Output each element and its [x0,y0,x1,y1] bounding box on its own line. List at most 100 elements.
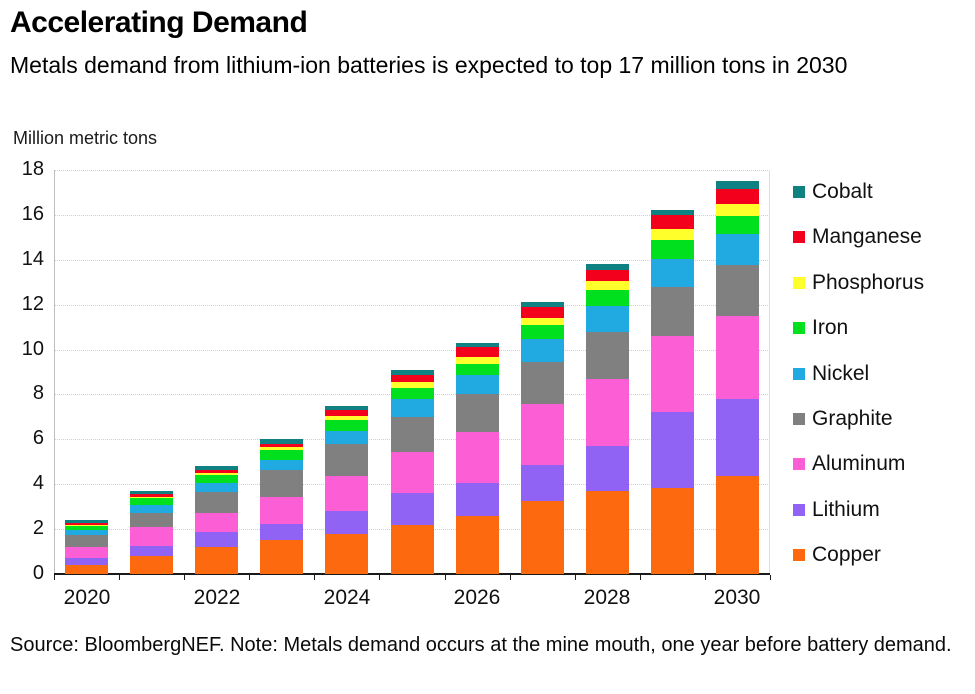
bar-segment-graphite-2027 [521,362,564,404]
bar-segment-copper-2021 [130,556,173,574]
bar-segment-graphite-2028 [586,332,629,379]
bar-segment-aluminum-2028 [586,379,629,446]
legend-swatch-graphite [793,413,805,425]
bar-segment-nickel-2024 [325,431,368,444]
x-tick-label-2030: 2030 [713,586,761,609]
bar-segment-phosphorus-2027 [521,318,564,325]
bar-segment-nickel-2030 [716,234,759,265]
bar-segment-manganese-2020 [65,523,108,525]
legend-label: Manganese [812,225,922,248]
gridline-12 [54,305,770,306]
x-axis-line [54,573,770,575]
bar-segment-lithium-2021 [130,546,173,556]
bar-segment-cobalt-2029 [651,210,694,215]
bar-segment-graphite-2021 [130,513,173,527]
bar-segment-nickel-2021 [130,505,173,513]
bar-segment-lithium-2025 [391,493,434,525]
bar-segment-cobalt-2025 [391,370,434,375]
y-tick-label: 2 [32,517,44,539]
bar-segment-aluminum-2029 [651,336,694,412]
bar-segment-cobalt-2020 [65,520,108,523]
x-axis-tick [249,575,250,580]
bar-segment-cobalt-2022 [195,466,238,470]
x-tick-label-2024: 2024 [323,586,371,609]
bar-segment-copper-2028 [586,491,629,574]
bar-segment-iron-2030 [716,216,759,234]
bar-segment-copper-2029 [651,488,694,574]
legend-item-manganese: Manganese [793,225,922,248]
legend-swatch-manganese [793,231,805,243]
legend-item-cobalt: Cobalt [793,180,873,203]
bar-segment-graphite-2029 [651,287,694,336]
bar-segment-manganese-2030 [716,189,759,204]
x-axis-tick [770,575,771,580]
bar-segment-phosphorus-2022 [195,473,238,475]
legend-label: Lithium [812,498,880,521]
bar-segment-phosphorus-2030 [716,204,759,216]
x-axis-tick [510,575,511,580]
bar-segment-graphite-2024 [325,444,368,476]
bar-segment-phosphorus-2021 [130,497,173,498]
legend-item-copper: Copper [793,543,881,566]
bar-segment-manganese-2029 [651,215,694,229]
bar-segment-iron-2020 [65,526,108,530]
bar-segment-nickel-2027 [521,339,564,362]
bar-segment-aluminum-2025 [391,452,434,493]
bar-segment-lithium-2022 [195,532,238,547]
bar-segment-phosphorus-2020 [65,525,108,526]
bar-segment-phosphorus-2026 [456,357,499,364]
bar-segment-aluminum-2030 [716,316,759,399]
bar-segment-aluminum-2023 [260,497,303,524]
legend-swatch-aluminum [793,458,805,470]
bar-segment-phosphorus-2024 [325,416,368,420]
bar-segment-manganese-2022 [195,470,238,473]
legend-label: Copper [812,543,881,566]
x-axis-tick [184,575,185,580]
legend-item-lithium: Lithium [793,498,880,521]
x-axis-tick [705,575,706,580]
bar-segment-cobalt-2026 [456,343,499,347]
y-tick-label: 6 [32,427,44,449]
legend-swatch-nickel [793,368,805,380]
bar-segment-lithium-2027 [521,465,564,501]
legend-label: Graphite [812,407,893,430]
bar-segment-lithium-2020 [65,558,108,565]
legend-item-graphite: Graphite [793,407,893,430]
legend-label: Cobalt [812,180,873,203]
y-axis-unit-label: Million metric tons [13,128,158,148]
bar-segment-aluminum-2027 [521,404,564,465]
bar-segment-graphite-2023 [260,470,303,497]
bar-segment-copper-2020 [65,565,108,574]
legend-label: Phosphorus [812,271,925,294]
bar-segment-iron-2027 [521,325,564,339]
y-tick-label: 16 [21,203,44,225]
bar-segment-iron-2025 [391,388,434,399]
page-title: Accelerating Demand [10,6,308,39]
bar-segment-iron-2024 [325,420,368,431]
bar-segment-aluminum-2020 [65,547,108,558]
x-axis-tick [54,575,55,580]
legend-swatch-phosphorus [793,277,805,289]
bar-segment-graphite-2025 [391,417,434,452]
bar-segment-copper-2023 [260,540,303,574]
bar-segment-lithium-2030 [716,399,759,476]
legend-item-nickel: Nickel [793,362,869,385]
bar-segment-phosphorus-2025 [391,382,434,388]
y-tick-label: 10 [21,338,44,360]
bar-segment-cobalt-2024 [325,406,368,410]
bar-segment-nickel-2026 [456,375,499,394]
bar-segment-iron-2026 [456,364,499,375]
bar-segment-lithium-2028 [586,446,629,491]
y-axis-spine [54,170,55,574]
y-tick-label: 14 [21,248,44,270]
bar-segment-nickel-2025 [391,399,434,417]
bar-segment-lithium-2029 [651,412,694,488]
bar-segment-cobalt-2023 [260,439,303,444]
gridline-10 [54,350,770,351]
bar-segment-manganese-2023 [260,444,303,447]
bar-segment-graphite-2026 [456,394,499,432]
legend-label: Aluminum [812,452,906,475]
bar-segment-manganese-2024 [325,410,368,416]
legend-item-iron: Iron [793,316,848,339]
